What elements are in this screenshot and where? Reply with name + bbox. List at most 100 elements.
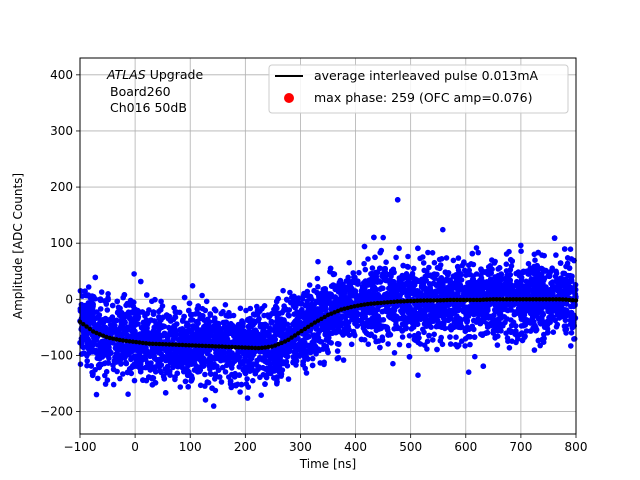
sample-point	[567, 246, 574, 252]
sample-point	[308, 347, 315, 354]
sample-point	[423, 323, 430, 330]
sample-point	[421, 342, 428, 349]
sample-point	[520, 322, 527, 329]
sample-point	[262, 352, 269, 358]
sample-point	[152, 380, 159, 386]
sample-point	[125, 313, 132, 320]
sample-point	[286, 312, 292, 319]
sample-point	[284, 297, 290, 303]
sample-point	[431, 259, 438, 266]
sample-point	[177, 384, 184, 390]
sample-point	[186, 307, 192, 314]
sample-point	[274, 328, 281, 335]
sample-point	[492, 306, 498, 313]
sample-point	[465, 280, 471, 286]
sample-point	[562, 326, 568, 333]
sample-point	[135, 321, 141, 327]
sample-point	[527, 328, 534, 334]
sample-point	[88, 363, 94, 369]
sample-point	[471, 311, 477, 318]
sample-point	[421, 267, 428, 274]
sample-point	[407, 280, 414, 287]
sample-point	[372, 254, 378, 261]
sample-point	[467, 341, 473, 348]
sample-point	[458, 271, 464, 278]
sample-point	[561, 270, 568, 277]
sample-point	[265, 330, 271, 337]
sample-point	[417, 306, 424, 313]
sample-point	[478, 266, 484, 273]
sample-point	[393, 254, 399, 261]
sample-point	[182, 378, 189, 385]
sample-point	[306, 333, 312, 340]
sample-point	[216, 374, 223, 380]
sample-point	[352, 274, 358, 281]
sample-point	[399, 334, 406, 340]
sample-point	[102, 372, 108, 379]
sample-point	[475, 249, 482, 256]
sample-point	[254, 357, 260, 364]
sample-point	[185, 327, 192, 334]
sample-point	[223, 312, 229, 319]
sample-point	[382, 265, 389, 272]
sample-point	[455, 255, 462, 261]
sample-point	[125, 391, 131, 398]
sample-point	[485, 315, 492, 321]
sample-point	[494, 342, 501, 348]
sample-point	[403, 271, 410, 277]
sample-point	[364, 319, 371, 326]
sample-point	[496, 311, 503, 318]
sample-point	[394, 313, 400, 320]
sample-point	[300, 359, 307, 365]
sample-point	[513, 310, 520, 317]
sample-point	[363, 330, 370, 337]
sample-point	[179, 348, 185, 355]
sample-point	[287, 289, 293, 296]
sample-point	[116, 308, 122, 314]
sample-point	[549, 279, 556, 285]
sample-point	[513, 328, 519, 334]
sample-point	[121, 292, 128, 298]
sample-point	[525, 260, 532, 267]
sample-point	[377, 344, 383, 351]
sample-point	[342, 314, 349, 321]
sample-point	[182, 332, 188, 339]
sample-point	[181, 294, 188, 301]
sample-point	[450, 257, 457, 264]
sample-point	[453, 285, 460, 291]
sample-point	[117, 358, 123, 364]
sample-point	[205, 379, 212, 386]
sample-point	[564, 254, 571, 261]
sample-point	[462, 328, 469, 335]
sample-point	[410, 320, 416, 327]
sample-point	[500, 323, 506, 329]
sample-point	[489, 266, 495, 273]
sample-point	[280, 287, 286, 294]
sample-point	[162, 390, 169, 396]
sample-point	[461, 260, 467, 266]
sample-point	[470, 276, 477, 283]
sample-point	[159, 345, 165, 352]
sample-point	[438, 303, 445, 310]
sample-point	[371, 234, 377, 241]
sample-point	[237, 305, 244, 312]
sample-point	[245, 384, 252, 390]
sample-point	[531, 347, 538, 353]
sample-point	[406, 354, 413, 360]
sample-point	[91, 341, 97, 347]
sample-point	[492, 274, 498, 280]
sample-point	[171, 305, 177, 311]
sample-point	[436, 286, 443, 293]
sample-point	[405, 264, 411, 270]
sample-point	[561, 246, 568, 252]
sample-point	[509, 258, 515, 264]
sample-point	[428, 324, 434, 331]
sample-point	[167, 355, 174, 361]
sample-point	[279, 309, 285, 316]
sample-point	[438, 255, 445, 262]
sample-point	[533, 327, 539, 334]
sample-point	[535, 249, 541, 256]
sample-point	[551, 235, 558, 241]
sample-point	[533, 308, 540, 314]
sample-point	[303, 370, 310, 376]
